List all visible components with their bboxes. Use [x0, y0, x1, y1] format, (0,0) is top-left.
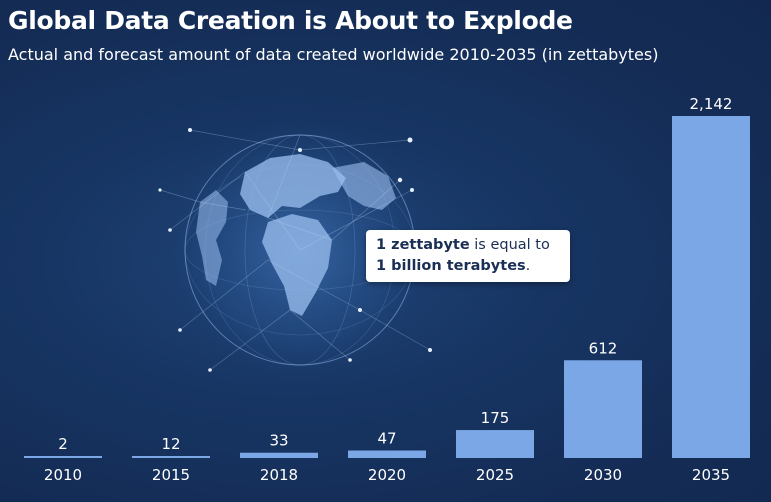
callout-period: .: [525, 258, 531, 274]
x-tick-2035: 2035: [692, 466, 730, 484]
continent-africa: [262, 214, 332, 316]
continent-asia: [332, 162, 396, 210]
globe-meridian: [244, 134, 356, 366]
globe-illustration: [158, 115, 435, 385]
x-tick-2030: 2030: [584, 466, 622, 484]
value-label-2018: 33: [269, 432, 288, 450]
value-label-2010: 2: [58, 435, 68, 453]
chart-subtitle: Actual and forecast amount of data creat…: [8, 45, 659, 64]
value-label-2030: 612: [589, 339, 618, 357]
x-tick-2015: 2015: [152, 466, 190, 484]
callout-term: 1 zettabyte: [376, 237, 470, 253]
network-nodes: [158, 128, 432, 372]
value-label-2025: 175: [481, 409, 510, 427]
bar-2025: [456, 430, 534, 458]
x-tick-2010: 2010: [44, 466, 82, 484]
bar-2030: [564, 360, 642, 458]
zettabyte-callout: 1 zettabyte is equal to 1 billion teraby…: [366, 230, 570, 282]
continent-americas: [196, 190, 228, 286]
continent-europe: [240, 154, 346, 218]
chart-title: Global Data Creation is About to Explode: [8, 6, 573, 35]
callout-text: is equal to: [469, 237, 550, 253]
value-label-2020: 47: [377, 429, 396, 447]
bars-group: 2 2010 12 2015 33 2018 47 2020 175 2025 612 2030 2,1…: [24, 95, 750, 484]
value-label-2035: 2,142: [690, 95, 733, 113]
callout-definition: 1 billion terabytes: [376, 258, 526, 274]
bar-2015: [132, 456, 210, 458]
bar-2035: [672, 116, 750, 458]
x-tick-2020: 2020: [368, 466, 406, 484]
x-tick-2018: 2018: [260, 466, 298, 484]
value-label-2015: 12: [161, 435, 180, 453]
bar-2018: [240, 452, 318, 458]
bar-2020: [348, 450, 426, 458]
bar-2010: [24, 456, 102, 458]
x-tick-2025: 2025: [476, 466, 514, 484]
